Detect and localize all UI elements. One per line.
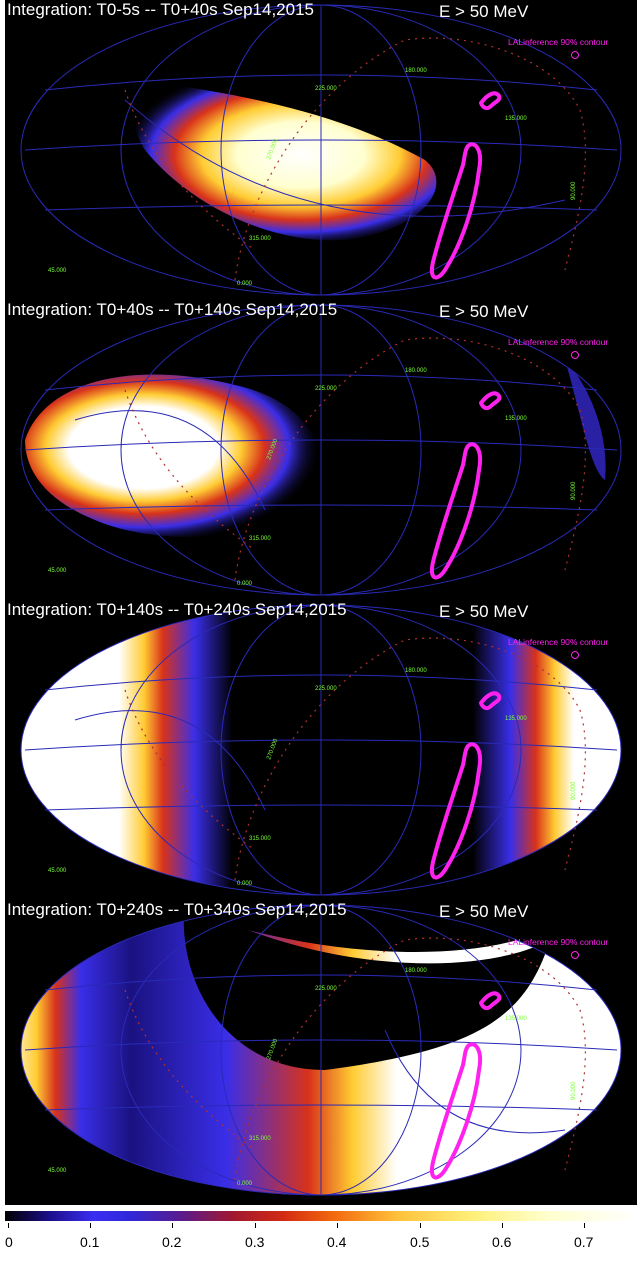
contour-legend-marker xyxy=(571,351,579,359)
svg-text:90.000: 90.000 xyxy=(571,781,577,800)
sky-map-panel-1: 180.000 225.000 270.000 315.000 0.000 45… xyxy=(5,0,637,300)
sky-map-panel-3: 180.000 225.000 270.000 315.000 0.000 45… xyxy=(5,600,637,900)
svg-text:135.000: 135.000 xyxy=(505,416,527,422)
contour-legend: LALinference 90% contour xyxy=(508,937,609,947)
colorbar xyxy=(5,1211,637,1221)
svg-text:180.000: 180.000 xyxy=(405,968,427,974)
ligo-contour xyxy=(430,391,502,580)
coordinate-grid xyxy=(20,604,622,896)
svg-text:135.000: 135.000 xyxy=(505,716,527,722)
contour-legend: LALinference 90% contour xyxy=(508,637,609,647)
panel-title: Integration: T0+40s -- T0+140s Sep14,201… xyxy=(7,300,338,319)
svg-text:315.000: 315.000 xyxy=(249,1136,271,1142)
svg-text:180.000: 180.000 xyxy=(405,68,427,74)
sky-map-panel-4: 180.000 225.000 270.000 315.000 0.000 45… xyxy=(5,900,637,1200)
sky-map-2: 180.000 225.000 270.000 315.000 0.000 45… xyxy=(20,304,622,596)
svg-text:225.000: 225.000 xyxy=(315,686,337,692)
energy-threshold: E > 50 MeV xyxy=(439,602,529,621)
emission-map xyxy=(25,360,606,537)
sky-map-4: 180.000 225.000 270.000 315.000 0.000 45… xyxy=(20,904,622,1196)
energy-threshold: E > 50 MeV xyxy=(439,302,529,321)
panel-title: Integration: T0+240s -- T0+340s Sep14,20… xyxy=(7,900,347,919)
contour-legend: LALinference 90% contour xyxy=(508,37,609,47)
colorbar-label-0.4: 0.4 xyxy=(327,1234,347,1250)
colorbar-label-0.5: 0.5 xyxy=(410,1234,430,1250)
sky-map-1: 180.000 225.000 270.000 315.000 0.000 45… xyxy=(20,4,622,296)
colorbar-label-0.7: 0.7 xyxy=(574,1234,594,1250)
colorbar-ticks xyxy=(0,1223,642,1229)
svg-text:45.000: 45.000 xyxy=(48,868,67,874)
contour-legend-marker xyxy=(571,51,579,59)
ecliptic-track xyxy=(234,937,586,1181)
colorbar-label-0: 0 xyxy=(5,1234,13,1250)
svg-text:315.000: 315.000 xyxy=(249,236,271,242)
svg-text:225.000: 225.000 xyxy=(315,986,337,992)
svg-text:0.000: 0.000 xyxy=(237,581,253,587)
emission-map xyxy=(135,84,437,241)
ecliptic-track xyxy=(234,637,586,881)
svg-text:0.000: 0.000 xyxy=(237,281,253,287)
colorbar-label-0.3: 0.3 xyxy=(245,1234,265,1250)
svg-text:225.000: 225.000 xyxy=(315,386,337,392)
coordinate-grid xyxy=(20,304,622,596)
svg-text:45.000: 45.000 xyxy=(48,1168,67,1174)
ecliptic-track xyxy=(234,37,586,281)
sky-map-stack: 180.000 225.000 270.000 315.000 0.000 45… xyxy=(5,0,637,1205)
energy-threshold: E > 50 MeV xyxy=(439,2,529,21)
svg-text:0.000: 0.000 xyxy=(237,1181,253,1187)
svg-text:135.000: 135.000 xyxy=(505,1016,527,1022)
svg-text:90.000: 90.000 xyxy=(571,1081,577,1100)
coordinate-grid xyxy=(20,904,622,1196)
svg-text:225.000: 225.000 xyxy=(315,86,337,92)
svg-text:180.000: 180.000 xyxy=(405,368,427,374)
svg-text:45.000: 45.000 xyxy=(48,268,67,274)
svg-text:0.000: 0.000 xyxy=(237,881,253,887)
ligo-contour xyxy=(430,991,502,1180)
energy-threshold: E > 50 MeV xyxy=(439,902,529,921)
sky-map-3: 180.000 225.000 270.000 315.000 0.000 45… xyxy=(20,604,622,896)
colorbar-label-0.2: 0.2 xyxy=(162,1234,182,1250)
contour-legend: LALinference 90% contour xyxy=(508,337,609,347)
contour-legend-marker xyxy=(571,651,579,659)
panel-title: Integration: T0-5s -- T0+40s Sep14,2015 xyxy=(7,0,314,19)
svg-text:135.000: 135.000 xyxy=(505,116,527,122)
colorbar-label-0.6: 0.6 xyxy=(492,1234,512,1250)
svg-text:315.000: 315.000 xyxy=(249,836,271,842)
ligo-contour xyxy=(430,91,502,280)
panel-title: Integration: T0+140s -- T0+240s Sep14,20… xyxy=(7,600,347,619)
ligo-contour xyxy=(430,691,502,880)
colorbar-label-0.1: 0.1 xyxy=(80,1234,100,1250)
sky-map-panel-2: 180.000 225.000 270.000 315.000 0.000 45… xyxy=(5,300,637,600)
svg-text:90.000: 90.000 xyxy=(571,481,577,500)
svg-text:45.000: 45.000 xyxy=(48,568,67,574)
svg-text:315.000: 315.000 xyxy=(249,536,271,542)
contour-legend-marker xyxy=(571,951,579,959)
ecliptic-track xyxy=(234,337,586,581)
svg-text:180.000: 180.000 xyxy=(405,668,427,674)
coordinate-grid xyxy=(20,4,622,296)
svg-text:90.000: 90.000 xyxy=(571,181,577,200)
